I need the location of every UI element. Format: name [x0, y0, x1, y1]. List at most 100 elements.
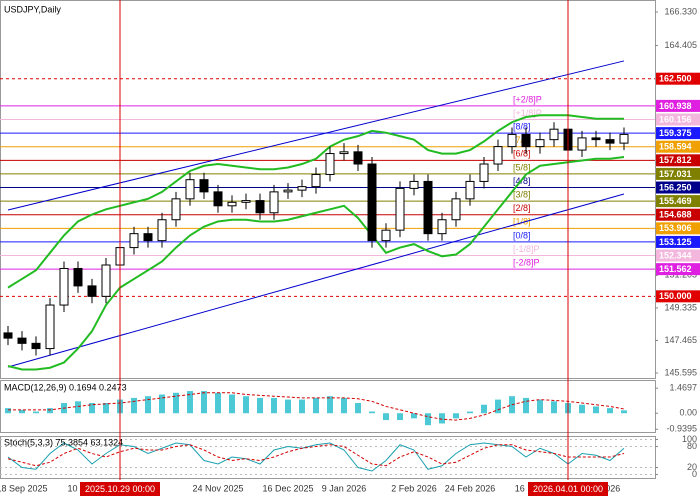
y-tick-label: -0.9395 — [666, 424, 697, 434]
level-name: [-1/8]P — [513, 244, 540, 254]
level-name: [5/8] — [513, 162, 531, 172]
level-tag-label: 157.031 — [659, 169, 692, 179]
panel-border — [0, 0, 656, 379]
candle-body — [31, 342, 41, 350]
candle-body — [325, 153, 335, 175]
level-tag — [656, 140, 700, 153]
marker-tag — [528, 482, 608, 496]
candle-body — [59, 267, 69, 306]
level-tag — [656, 222, 700, 235]
candle-body — [451, 198, 461, 221]
macd-bar — [523, 397, 529, 414]
candle-body — [493, 146, 503, 165]
macd-bar — [313, 397, 319, 414]
macd-bar — [159, 394, 165, 414]
axis-bg — [0, 480, 700, 500]
level-tag — [656, 181, 700, 194]
channel-line — [7, 193, 625, 368]
candle-body — [129, 233, 139, 249]
level-tag-label: 151.562 — [659, 264, 692, 274]
macd-bar — [47, 408, 53, 414]
marker-label: 2026.04.01 00:00 — [533, 484, 603, 494]
level-tag — [656, 72, 700, 85]
macd-bar — [369, 411, 375, 414]
macd-bar — [201, 391, 207, 414]
y-tick-label: 0 — [692, 469, 697, 479]
level-name: [1/8] — [513, 217, 531, 227]
level-tag — [656, 99, 700, 112]
level-tag-label: 160.156 — [659, 114, 692, 124]
macd-bar — [5, 408, 11, 414]
y-tick-label: 100 — [682, 434, 697, 444]
level-name: [2/8] — [513, 203, 531, 213]
x-tick-label: 9 Jan 2026 — [322, 483, 367, 493]
bollinger-upper — [7, 114, 624, 289]
macd-bar — [145, 396, 151, 414]
y-tick-label: 0.00 — [679, 408, 697, 418]
candle-body — [549, 128, 559, 141]
level-tag — [656, 208, 700, 221]
candle-body — [521, 133, 531, 148]
candle-body — [87, 285, 97, 297]
level-tag-label: 154.688 — [659, 210, 692, 220]
candle-body — [297, 186, 307, 191]
candle-body — [409, 180, 419, 189]
macd-bar — [33, 411, 39, 414]
candle-body — [605, 139, 615, 144]
macd-bar — [75, 401, 81, 414]
macd-bar — [579, 404, 585, 414]
candle-body — [73, 267, 83, 287]
level-tag-label: 156.250 — [659, 182, 692, 192]
level-tag-label: 157.812 — [659, 155, 692, 165]
y-tick-label: 80 — [687, 441, 697, 451]
level-tag — [656, 113, 700, 126]
candle-body — [381, 229, 391, 242]
y-tick-label: 164.405 — [664, 40, 697, 50]
candle-body — [199, 179, 209, 193]
y-tick-label: 20 — [687, 462, 697, 472]
y-tick-label: 145.595 — [664, 367, 697, 377]
macd-bar — [299, 399, 305, 414]
level-name: [3/8] — [513, 189, 531, 199]
candle-body — [227, 201, 237, 207]
macd-bar — [397, 413, 403, 421]
bollinger-lower — [7, 156, 625, 371]
level-tag-label: 162.500 — [659, 74, 692, 84]
macd-bar — [467, 411, 473, 414]
candle-body — [269, 191, 279, 214]
level-tag-label: 159.375 — [659, 128, 692, 138]
x-tick-label: 24 Feb 2026 — [445, 483, 496, 493]
level-tag-label: 160.938 — [659, 101, 692, 111]
candle-body — [143, 233, 153, 242]
macd-bar — [285, 399, 291, 414]
macd-bar — [229, 394, 235, 414]
macd-bar — [341, 397, 347, 414]
marker-label: 2025.10.29 00:00 — [85, 484, 155, 494]
macd-bar — [257, 397, 263, 414]
y-tick-label: 149.335 — [664, 302, 697, 312]
candle-body — [283, 189, 293, 193]
level-name: [+2/8]P — [513, 94, 542, 104]
macd-bar — [271, 397, 277, 414]
candle-body — [311, 173, 321, 188]
macd-bar — [453, 413, 459, 419]
macd-bar — [243, 396, 249, 414]
macd-bar — [593, 406, 599, 414]
x-tick-label: 2 Feb 2026 — [391, 483, 437, 493]
level-tag-label: 155.469 — [659, 196, 692, 206]
candle-body — [45, 304, 55, 350]
macd-bar — [481, 404, 487, 414]
panel-border — [0, 380, 656, 433]
macd-bar — [607, 408, 613, 414]
level-tag-label: 153.125 — [659, 237, 692, 247]
macd-bar — [355, 403, 361, 414]
y-tick-label: 147.465 — [664, 335, 697, 345]
macd-bar — [411, 413, 417, 419]
level-tag — [656, 167, 700, 180]
x-tick-label: 18 Sep 2025 — [0, 483, 48, 493]
macd-bar — [215, 392, 221, 414]
level-tag — [656, 154, 700, 167]
macd-bar — [551, 401, 557, 414]
level-tag-label: 150.000 — [659, 291, 692, 301]
